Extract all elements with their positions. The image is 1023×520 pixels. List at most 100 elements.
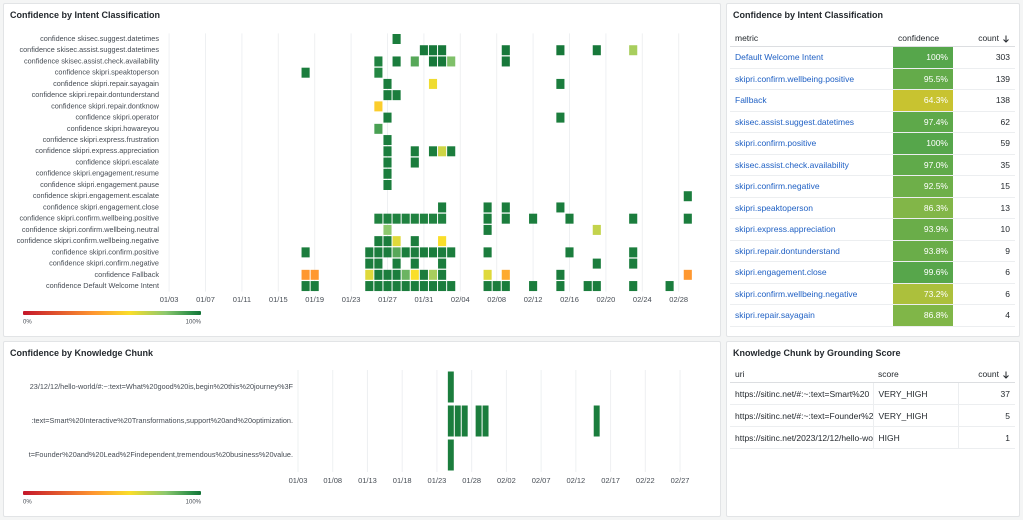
count-cell: 303 bbox=[953, 46, 1015, 69]
legend-label: 100% bbox=[186, 500, 202, 506]
heat-cell bbox=[438, 45, 447, 56]
heat-cell bbox=[428, 45, 438, 56]
heat-cell bbox=[556, 269, 565, 280]
metric-link[interactable]: skipri.confirm.wellbeing.positive bbox=[735, 73, 855, 84]
sort-icon bbox=[1003, 371, 1009, 379]
heat-cell bbox=[593, 405, 600, 437]
heat-cell bbox=[401, 281, 410, 292]
panel-title: Confidence by Intent Classification bbox=[733, 10, 884, 20]
heat-cell bbox=[383, 247, 392, 258]
heat-cell bbox=[392, 90, 401, 101]
y-tick-label: confidence skipri.engagement.escalate bbox=[33, 191, 159, 200]
table-row: skisec.assist.suggest.datetimes 97.4% 62 bbox=[730, 111, 1015, 133]
confidence-cell: 97.4% bbox=[893, 111, 953, 133]
heatmap: 01/03 01/07 01/11 01/15 01/19 01/23 01/27 01/31… bbox=[17, 33, 692, 326]
metric-link[interactable]: skipri.speaktoperson bbox=[735, 202, 813, 213]
metric-cell: Default Welcome Intent bbox=[730, 46, 893, 69]
confidence-cell: 100% bbox=[893, 46, 953, 69]
heat-cell bbox=[629, 45, 638, 56]
confidence-cell: 97.0% bbox=[893, 154, 953, 176]
heat-cell bbox=[461, 405, 468, 437]
x-tick-label: 01/08 bbox=[323, 476, 342, 485]
count-cell: 6 bbox=[953, 283, 1015, 305]
heat-cell bbox=[501, 213, 510, 224]
column-title: metric bbox=[735, 33, 759, 43]
y-tick-label: confidence skipri.confirm.positive bbox=[52, 247, 159, 256]
heat-cell bbox=[529, 213, 538, 224]
heat-cell bbox=[592, 45, 601, 56]
table-row: skipri.confirm.negative 92.5% 15 bbox=[730, 175, 1015, 198]
heat-cell bbox=[392, 247, 401, 258]
heat-cell bbox=[428, 247, 438, 258]
count-cell: 1 bbox=[958, 426, 1015, 449]
heat-cell bbox=[392, 281, 401, 292]
metric-link[interactable]: skipri.repair.dontunderstand bbox=[735, 245, 840, 256]
x-tick-label: 01/15 bbox=[269, 295, 288, 304]
x-tick-label: 02/24 bbox=[633, 295, 652, 304]
metric-link[interactable]: skipri.confirm.wellbeing.negative bbox=[735, 288, 858, 299]
confidence-cell: 92.5% bbox=[893, 175, 953, 198]
heat-cell bbox=[383, 78, 392, 89]
heat-cell bbox=[447, 281, 456, 292]
table-row: skipri.repair.dontunderstand 93.8% 9 bbox=[730, 240, 1015, 262]
column-header: count bbox=[958, 366, 1015, 383]
heat-cell bbox=[410, 247, 419, 258]
intent-heatmap-panel: 01/03 01/07 01/11 01/15 01/19 01/23 01/27 01/31… bbox=[3, 3, 721, 337]
x-tick-label: 01/03 bbox=[289, 476, 308, 485]
y-tick-label: confidence skipri.engagement.pause bbox=[40, 180, 159, 189]
heat-cell bbox=[447, 371, 454, 403]
confidence-label: 97.0% bbox=[923, 159, 948, 170]
heat-cell bbox=[310, 269, 319, 280]
y-tick-label: confidence Fallback bbox=[95, 270, 160, 279]
legend-label: 0% bbox=[23, 500, 32, 506]
heat-cell bbox=[419, 247, 428, 258]
heat-cell bbox=[301, 281, 310, 292]
metric-cell: skipri.repair.sayagain bbox=[730, 304, 893, 327]
x-tick-label: 01/13 bbox=[358, 476, 377, 485]
table-row: https://sitinc.net/2023/12/12/hello-wo HI… bbox=[730, 426, 1015, 449]
heat-cell bbox=[447, 405, 454, 437]
y-tick-label: confidence skipri.speaktoperson bbox=[55, 68, 159, 77]
metric-link[interactable]: skipri.confirm.positive bbox=[735, 138, 817, 149]
confidence-label: 95.5% bbox=[923, 73, 948, 84]
sort-icon bbox=[1003, 35, 1009, 43]
metric-link[interactable]: Fallback bbox=[735, 95, 767, 106]
heat-cell bbox=[428, 146, 438, 157]
y-tick-label: confidence skisec.assist.check.availabil… bbox=[24, 56, 159, 65]
heat-cell bbox=[556, 45, 565, 56]
heat-cell bbox=[428, 213, 438, 224]
x-tick-label: 02/28 bbox=[669, 295, 688, 304]
metric-link[interactable]: skipri.engagement.close bbox=[735, 267, 827, 278]
heat-cell bbox=[438, 258, 447, 269]
heat-cell bbox=[501, 269, 510, 280]
confidence-label: 97.4% bbox=[923, 116, 948, 127]
heat-cell bbox=[374, 101, 383, 112]
x-tick-label: 01/27 bbox=[378, 295, 397, 304]
metric-link[interactable]: Default Welcome Intent bbox=[735, 52, 824, 63]
metric-link[interactable]: skipri.confirm.negative bbox=[735, 181, 820, 192]
metric-link[interactable]: skipri.express.appreciation bbox=[735, 224, 836, 235]
x-tick-label: 01/23 bbox=[428, 476, 447, 485]
y-tick-label: 23/12/12/hello-world/#:~:text=What%20goo… bbox=[30, 382, 294, 391]
x-tick-label: 02/08 bbox=[487, 295, 506, 304]
heatmap: 01/03 01/08 01/13 01/18 01/23 01/28 02/02 02/07… bbox=[23, 370, 689, 506]
heat-cell bbox=[583, 281, 592, 292]
panel-title: Confidence by Intent Classification bbox=[10, 10, 161, 20]
heat-cell bbox=[410, 146, 419, 157]
confidence-cell: 93.8% bbox=[893, 240, 953, 262]
metric-link[interactable]: skisec.assist.check.availability bbox=[735, 159, 849, 170]
heat-cell bbox=[374, 258, 383, 269]
metric-cell: Fallback bbox=[730, 89, 893, 112]
column-header: confidence bbox=[893, 30, 953, 47]
y-tick-label: confidence skipri.express.appreciation bbox=[35, 146, 159, 155]
metric-link[interactable]: skipri.repair.sayagain bbox=[735, 310, 815, 321]
heat-cell bbox=[428, 78, 438, 89]
metric-link[interactable]: skisec.assist.suggest.datetimes bbox=[735, 116, 855, 127]
heat-cell bbox=[383, 168, 392, 179]
heat-cell bbox=[683, 191, 692, 202]
heat-cell bbox=[401, 247, 410, 258]
x-tick-label: 02/17 bbox=[601, 476, 620, 485]
heat-cell bbox=[483, 224, 492, 235]
chunk-heatmap-panel: 01/03 01/08 01/13 01/18 01/23 01/28 02/02 02/07… bbox=[3, 341, 721, 517]
heat-cell bbox=[383, 112, 392, 123]
